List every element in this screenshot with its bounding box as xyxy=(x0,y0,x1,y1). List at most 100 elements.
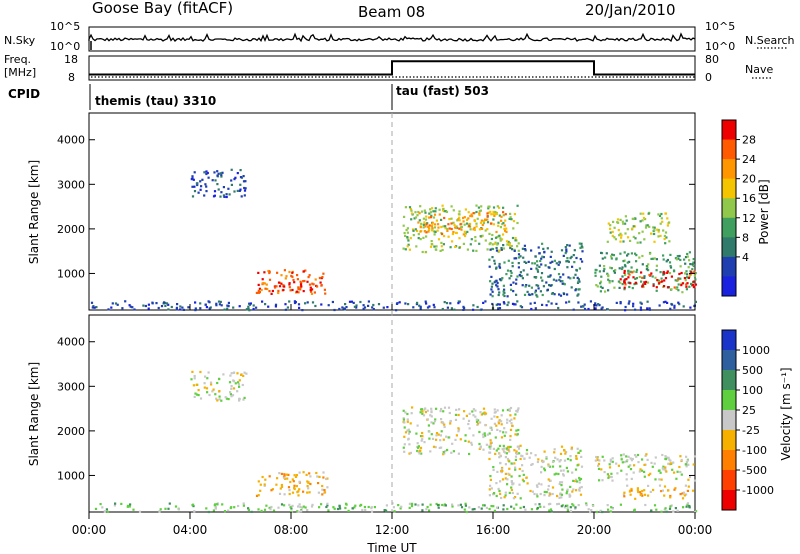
data-cell xyxy=(508,450,511,453)
data-cell xyxy=(663,234,666,238)
data-cell xyxy=(646,300,649,303)
data-cell xyxy=(466,218,469,221)
data-cell xyxy=(199,180,202,183)
data-cell xyxy=(636,453,640,457)
data-cell xyxy=(517,262,520,265)
data-cell xyxy=(220,304,223,307)
data-cell xyxy=(259,489,262,492)
data-cell xyxy=(493,242,496,245)
data-cell xyxy=(425,231,428,234)
data-cell xyxy=(242,398,245,401)
data-cell xyxy=(131,306,134,309)
data-cell xyxy=(650,232,653,235)
data-cell xyxy=(206,171,209,175)
data-cell xyxy=(219,195,222,198)
data-cell xyxy=(406,231,409,234)
x-tick-label: 00:00 xyxy=(678,523,713,537)
data-cell xyxy=(345,503,348,506)
data-cell xyxy=(95,306,98,309)
data-cell xyxy=(410,412,413,415)
data-cell xyxy=(454,438,457,441)
data-cell xyxy=(216,174,219,177)
data-cell xyxy=(292,480,295,483)
data-cell xyxy=(641,489,644,493)
data-cell xyxy=(218,303,221,306)
data-cell xyxy=(471,410,474,413)
data-cell xyxy=(578,288,581,291)
data-cell xyxy=(661,489,664,492)
data-cell xyxy=(214,179,217,182)
data-cell xyxy=(297,303,301,306)
data-cell xyxy=(556,503,559,506)
data-cell xyxy=(620,454,623,457)
data-cell xyxy=(443,216,446,220)
power-colorbar-swatch xyxy=(722,159,736,180)
data-cell xyxy=(509,445,512,448)
data-cell xyxy=(489,447,492,450)
data-cell xyxy=(664,277,668,280)
data-cell xyxy=(534,291,537,294)
data-cell xyxy=(192,178,195,181)
data-cell xyxy=(521,284,524,287)
data-cell xyxy=(569,257,572,260)
data-cell xyxy=(409,208,412,211)
data-cell xyxy=(682,305,685,308)
data-cell xyxy=(560,445,564,448)
data-cell xyxy=(423,221,426,224)
data-cell xyxy=(515,450,518,453)
data-cell xyxy=(495,246,498,250)
data-cell xyxy=(298,488,301,491)
data-cell xyxy=(464,208,467,211)
data-cell xyxy=(509,414,512,417)
data-cell xyxy=(327,509,330,512)
data-cell xyxy=(252,304,255,307)
data-cell xyxy=(658,484,662,487)
data-cell xyxy=(647,212,650,215)
data-cell xyxy=(506,408,509,412)
data-cell xyxy=(507,240,510,243)
data-cell xyxy=(547,464,550,467)
data-cell xyxy=(668,221,671,224)
data-cell xyxy=(565,250,568,253)
data-cell xyxy=(524,508,527,511)
data-cell xyxy=(496,236,499,239)
data-cell xyxy=(265,504,268,507)
data-cell xyxy=(623,461,626,464)
data-cell xyxy=(194,392,197,395)
data-cell xyxy=(285,275,288,278)
data-cell xyxy=(536,506,539,510)
data-cell xyxy=(578,476,581,480)
data-cell xyxy=(306,509,309,512)
data-cell xyxy=(489,293,492,296)
data-cell xyxy=(570,446,573,449)
data-cell xyxy=(519,444,522,447)
data-cell xyxy=(679,265,682,268)
data-cell xyxy=(566,244,569,247)
data-cell xyxy=(473,228,476,231)
nsky-panel: N.Sky 10^5 10^0 10^5 10^0 N.Search xyxy=(4,20,795,53)
data-cell xyxy=(651,465,654,468)
data-cell xyxy=(509,438,512,441)
data-cell xyxy=(295,290,298,293)
data-cell xyxy=(631,457,634,461)
data-cell xyxy=(463,508,466,511)
data-cell xyxy=(553,259,556,262)
data-cell xyxy=(537,246,540,249)
data-cell xyxy=(402,409,405,412)
data-cell xyxy=(504,494,507,497)
data-cell xyxy=(681,282,685,285)
data-cell xyxy=(622,453,625,456)
data-cell xyxy=(502,206,505,209)
data-cell xyxy=(541,460,544,464)
data-cell xyxy=(639,220,642,223)
data-cell xyxy=(601,510,604,514)
data-cell xyxy=(649,472,652,475)
data-cell xyxy=(205,387,209,390)
data-cell xyxy=(631,227,634,230)
data-cell xyxy=(678,303,681,306)
data-cell xyxy=(569,455,572,458)
data-cell xyxy=(263,483,266,486)
data-cell xyxy=(234,176,237,179)
data-cell xyxy=(511,491,514,495)
